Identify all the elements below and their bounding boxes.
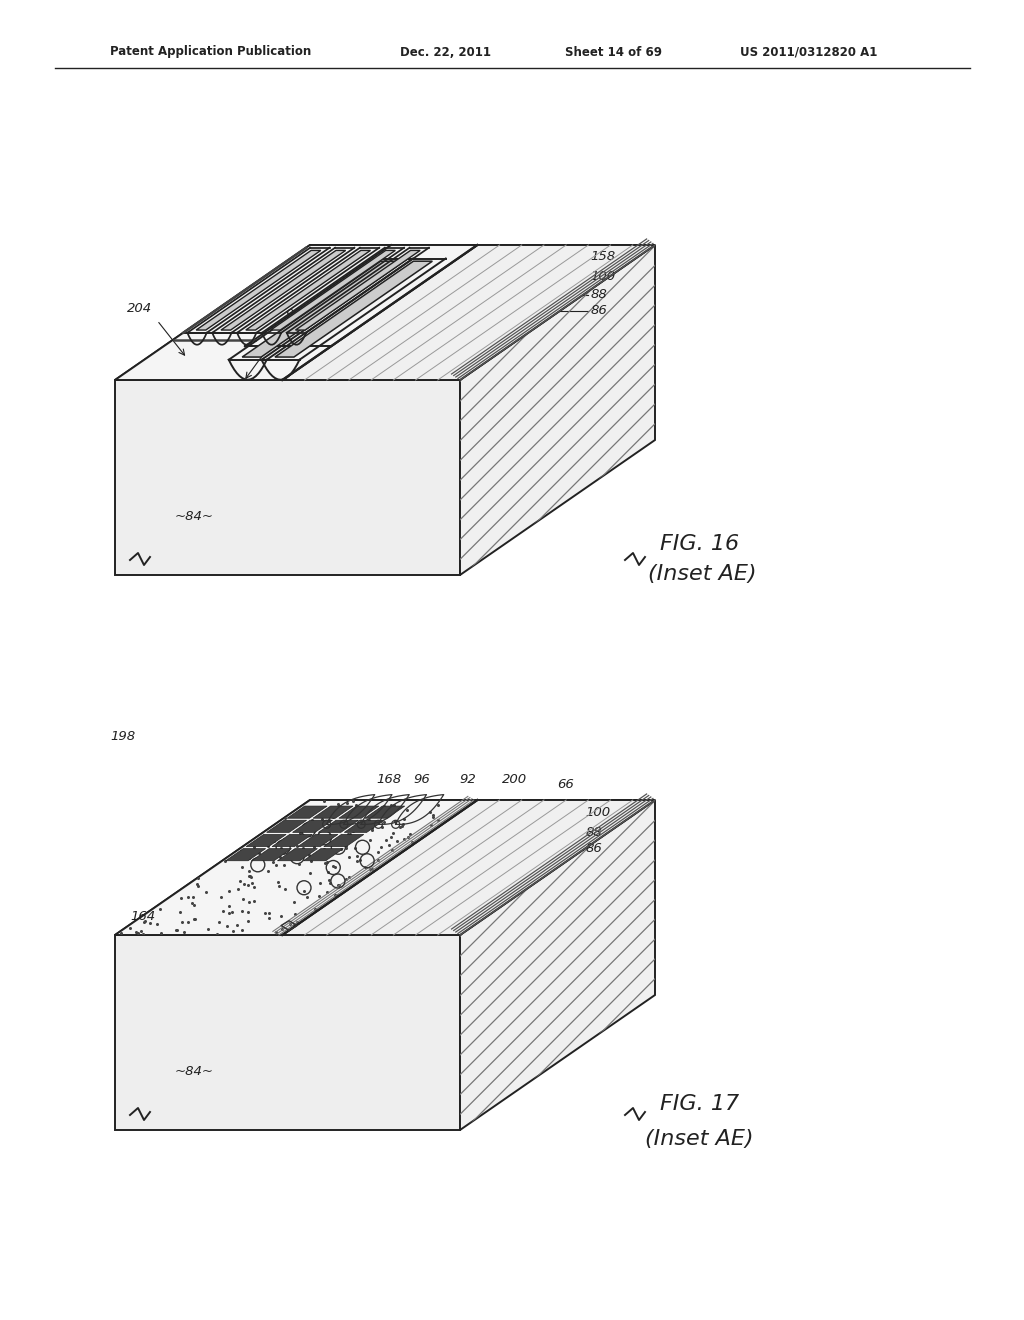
Polygon shape [115, 800, 655, 935]
PathPatch shape [115, 800, 477, 935]
PathPatch shape [460, 800, 655, 1130]
Text: 100: 100 [591, 271, 615, 284]
Polygon shape [365, 807, 404, 818]
Polygon shape [252, 849, 292, 861]
Text: ~84~: ~84~ [175, 1065, 214, 1078]
Polygon shape [460, 800, 655, 1130]
Polygon shape [460, 246, 655, 576]
PathPatch shape [460, 246, 655, 576]
Text: US 2011/0312820 A1: US 2011/0312820 A1 [740, 45, 878, 58]
Polygon shape [278, 849, 317, 861]
Text: FIG. 16: FIG. 16 [660, 535, 739, 554]
Polygon shape [344, 820, 384, 833]
Polygon shape [293, 820, 333, 833]
Polygon shape [221, 251, 346, 330]
Text: (Inset AE): (Inset AE) [648, 564, 757, 583]
Polygon shape [272, 834, 312, 846]
Polygon shape [298, 834, 338, 846]
Polygon shape [303, 849, 343, 861]
Text: 198: 198 [110, 730, 135, 743]
Text: 168: 168 [377, 774, 401, 787]
Text: Sheet 14 of 69: Sheet 14 of 69 [565, 45, 662, 58]
Polygon shape [270, 251, 395, 330]
Text: 66: 66 [557, 779, 574, 791]
Polygon shape [287, 807, 327, 818]
Text: 158: 158 [591, 251, 615, 264]
Polygon shape [115, 800, 477, 935]
Polygon shape [339, 807, 379, 818]
Text: 88: 88 [591, 288, 607, 301]
Text: 100: 100 [586, 805, 610, 818]
Polygon shape [246, 834, 286, 846]
Text: 96: 96 [414, 774, 430, 787]
Polygon shape [318, 820, 358, 833]
Polygon shape [296, 251, 420, 330]
Text: ~84~: ~84~ [175, 510, 214, 523]
Polygon shape [115, 380, 460, 576]
Text: 200: 200 [503, 774, 527, 787]
Polygon shape [115, 246, 477, 380]
Polygon shape [283, 246, 655, 380]
Text: Patent Application Publication: Patent Application Publication [110, 45, 311, 58]
Text: 86: 86 [586, 842, 602, 855]
Polygon shape [313, 807, 353, 818]
Polygon shape [274, 261, 432, 356]
Polygon shape [197, 251, 321, 330]
Polygon shape [225, 849, 265, 861]
Text: 164: 164 [130, 911, 155, 923]
Polygon shape [324, 834, 364, 846]
Text: Dec. 22, 2011: Dec. 22, 2011 [400, 45, 490, 58]
Polygon shape [115, 935, 460, 1130]
Text: 92: 92 [460, 774, 476, 787]
Polygon shape [246, 251, 371, 330]
Text: 204: 204 [127, 302, 153, 315]
Polygon shape [283, 800, 655, 935]
Text: 90: 90 [286, 309, 302, 322]
Polygon shape [266, 820, 306, 833]
Text: 88: 88 [586, 825, 602, 838]
Text: (Inset AE): (Inset AE) [645, 1129, 754, 1148]
Polygon shape [115, 246, 655, 380]
Polygon shape [242, 261, 399, 356]
Text: FIG. 17: FIG. 17 [660, 1094, 739, 1114]
Text: 86: 86 [591, 304, 607, 317]
